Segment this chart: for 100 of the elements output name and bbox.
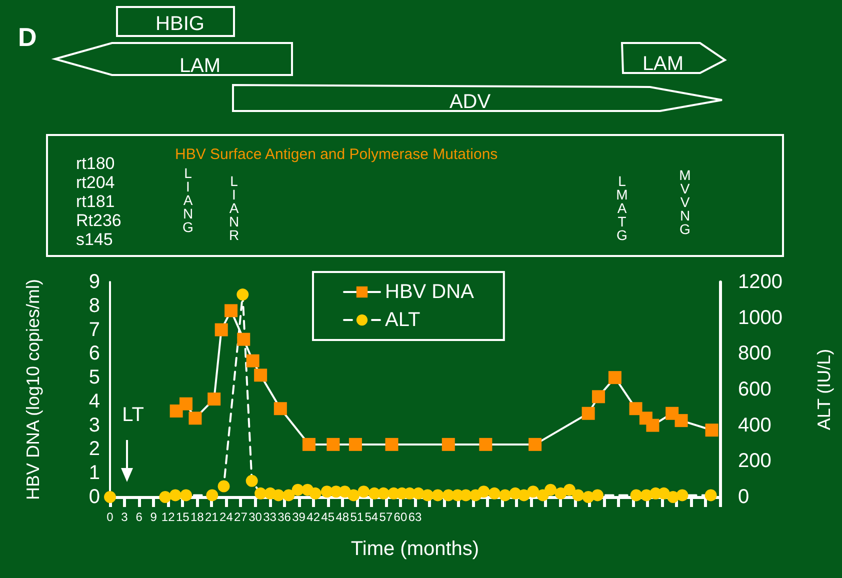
point xyxy=(206,489,218,502)
x-tick-label: 6 xyxy=(136,510,143,524)
point xyxy=(704,489,717,502)
y2-tick-label: 200 xyxy=(738,450,772,472)
point xyxy=(169,489,182,502)
x-tick-label: 21 xyxy=(204,510,219,524)
legend-label: ALT xyxy=(385,309,420,331)
point xyxy=(572,489,584,502)
y-tick-label: 4 xyxy=(88,390,100,412)
point xyxy=(630,489,642,502)
point xyxy=(224,304,238,318)
point xyxy=(237,332,250,346)
text: D xyxy=(18,22,37,52)
y2-tick-label: 1000 xyxy=(738,306,782,329)
point xyxy=(246,474,258,487)
x-tick-label: 36 xyxy=(278,510,292,524)
x-tick-label: 15 xyxy=(176,510,190,524)
text: HBV Surface Antigen and Polymerase Mutations xyxy=(175,146,498,163)
point xyxy=(104,491,116,503)
y-tick-label: 6 xyxy=(88,342,100,365)
point xyxy=(674,414,688,428)
x-tick-label: 39 xyxy=(292,510,306,524)
text: s145 xyxy=(76,230,113,249)
point xyxy=(442,438,455,451)
x-tick-label: 42 xyxy=(306,510,320,524)
x-tick-label: 45 xyxy=(321,510,335,524)
point xyxy=(246,354,260,368)
point xyxy=(180,397,193,410)
point xyxy=(348,489,360,502)
point xyxy=(629,402,642,416)
point xyxy=(254,487,267,500)
point xyxy=(676,489,688,502)
y-axis-title: HBV DNA (log10 copies/ml) xyxy=(23,278,43,500)
x-tick-label: 54 xyxy=(364,510,378,524)
text: rt181 xyxy=(76,192,115,211)
point xyxy=(646,418,660,432)
point xyxy=(544,484,557,496)
y-tick-label: 7 xyxy=(88,318,100,341)
text: Rt236 xyxy=(76,211,122,230)
point xyxy=(254,368,268,382)
annotation: LT xyxy=(122,404,144,426)
point xyxy=(422,489,434,502)
point xyxy=(180,489,192,502)
x-tick-label: 12 xyxy=(161,510,176,524)
point xyxy=(272,489,284,502)
text: LAM xyxy=(642,53,684,75)
point xyxy=(592,390,605,404)
x-tick-label: 18 xyxy=(190,510,204,524)
text: LIANG xyxy=(182,165,194,235)
x-tick-label: 3 xyxy=(121,510,128,524)
point xyxy=(358,486,370,498)
x-tick-label: 30 xyxy=(248,510,262,524)
point xyxy=(488,487,500,500)
x-tick-label: 60 xyxy=(394,510,408,524)
point xyxy=(274,402,287,416)
x-tick-label: 33 xyxy=(263,510,277,524)
text: rt204 xyxy=(76,173,115,192)
x-tick-label: 9 xyxy=(150,510,158,524)
y2-tick-label: 400 xyxy=(738,414,772,436)
x-tick-label: 0 xyxy=(106,510,114,524)
point xyxy=(608,371,622,384)
x-tick-label: 63 xyxy=(408,510,422,524)
y2-axis-title: ALT (IU/L) xyxy=(814,348,834,430)
point xyxy=(582,406,595,420)
point xyxy=(527,486,540,498)
y-tick-label: 8 xyxy=(88,294,100,317)
point xyxy=(302,438,316,451)
point xyxy=(563,484,576,496)
text: ADV xyxy=(449,91,492,113)
point xyxy=(479,438,492,451)
text: MVVNG xyxy=(679,167,691,237)
text: HBIG xyxy=(156,13,204,35)
point xyxy=(282,489,295,502)
text: LIANR xyxy=(228,173,240,243)
x-tick-label: 48 xyxy=(336,510,350,524)
point xyxy=(518,489,530,502)
y2-tick-label: 0 xyxy=(738,486,750,508)
point xyxy=(348,438,362,451)
point xyxy=(214,323,228,336)
point xyxy=(236,288,249,301)
x-axis-title: Time (months) xyxy=(350,538,480,560)
point xyxy=(326,438,340,451)
y2-tick-label: 800 xyxy=(738,342,772,365)
point xyxy=(432,489,444,502)
point xyxy=(218,480,230,492)
y2-tick-label: 600 xyxy=(738,378,772,400)
point xyxy=(188,412,202,425)
text: LMATG xyxy=(616,173,628,243)
y-tick-label: 1 xyxy=(88,462,100,484)
legend-label: HBV DNA xyxy=(385,281,475,303)
y-tick-label: 0 xyxy=(88,486,100,508)
y-tick-label: 2 xyxy=(88,438,100,460)
point xyxy=(528,438,542,451)
point xyxy=(208,392,221,406)
point xyxy=(499,489,512,502)
y-tick-label: 9 xyxy=(88,271,100,293)
point xyxy=(378,487,390,500)
text: rt180 xyxy=(76,154,115,173)
y2-tick-label: 1200 xyxy=(738,271,782,293)
y-tick-label: 3 xyxy=(88,414,100,436)
